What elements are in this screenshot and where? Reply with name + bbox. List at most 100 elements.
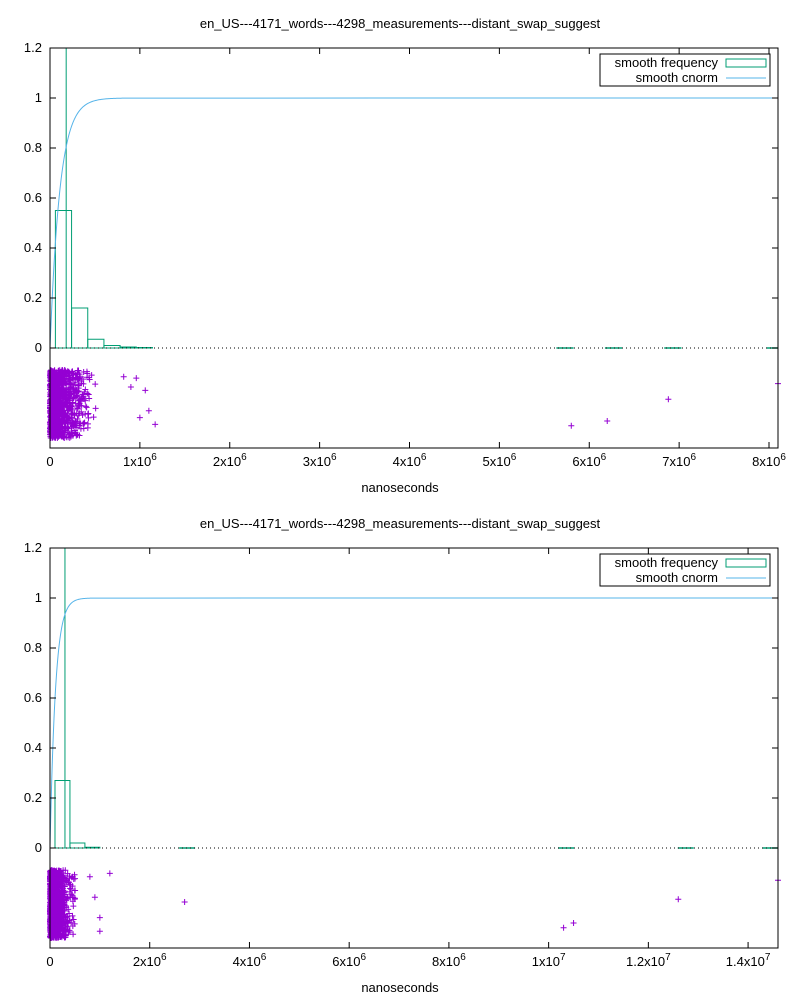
measurement-point xyxy=(50,888,57,895)
y-tick-label: 0.6 xyxy=(24,690,42,705)
x-tick-mantissa: 1.4x10 xyxy=(726,954,765,969)
x-tick-exponent: 6 xyxy=(601,452,607,463)
measurement-point xyxy=(61,888,68,895)
y-tick-label: 0.8 xyxy=(24,140,42,155)
x-axis-label: nanoseconds xyxy=(361,480,439,495)
measurement-point xyxy=(61,367,68,374)
measurement-point xyxy=(70,423,77,430)
x-tick-exponent: 6 xyxy=(331,452,337,463)
measurement-point xyxy=(50,408,57,415)
x-tick-label: 8x106 xyxy=(752,452,786,469)
x-tick-label: 1x107 xyxy=(532,952,566,969)
measurement-point xyxy=(50,904,57,911)
outlier-point xyxy=(127,384,134,390)
x-tick-mantissa: 2x10 xyxy=(213,454,241,469)
measurement-point xyxy=(57,898,64,905)
x-tick-mantissa: 4x10 xyxy=(233,954,261,969)
measurement-point xyxy=(47,917,54,924)
measurement-point xyxy=(58,380,65,387)
measurement-point xyxy=(72,417,79,424)
frequency-bar xyxy=(71,307,89,349)
y-tick-label: 0.4 xyxy=(24,240,42,255)
measurement-point xyxy=(59,899,66,906)
measurement-point xyxy=(51,900,58,907)
measurement-point xyxy=(62,389,69,396)
frequency-bar xyxy=(54,210,73,349)
measurement-point xyxy=(65,394,72,401)
x-tick-exponent: 7 xyxy=(765,952,771,963)
measurement-point xyxy=(67,894,74,901)
measurement-point xyxy=(81,419,88,426)
measurement-point xyxy=(49,395,56,402)
y-tick-label: 0 xyxy=(35,340,42,355)
outlier-point xyxy=(86,873,93,880)
measurement-point xyxy=(56,869,63,876)
y-tick-label: 1 xyxy=(35,90,42,105)
measurement-point xyxy=(64,923,71,930)
legend-label-cnorm: smooth cnorm xyxy=(636,570,718,585)
measurement-point xyxy=(66,388,73,395)
measurement-point xyxy=(66,376,73,383)
measurement-point xyxy=(80,425,87,432)
x-tick-label: 1.4x107 xyxy=(726,952,771,969)
measurement-point xyxy=(68,919,75,926)
x-tick-mantissa: 6x10 xyxy=(572,454,600,469)
x-tick-exponent: 6 xyxy=(460,952,466,963)
x-tick-exponent: 6 xyxy=(690,452,696,463)
measurement-point xyxy=(69,898,76,905)
measurement-point xyxy=(59,417,66,424)
x-tick-exponent: 6 xyxy=(151,452,157,463)
measurement-point xyxy=(90,414,97,421)
measurement-point xyxy=(65,425,72,432)
measurement-point xyxy=(74,405,81,412)
measurement-point xyxy=(63,413,70,420)
x-tick-label: 2x106 xyxy=(133,952,167,969)
measurement-point xyxy=(74,392,81,399)
outlier-point xyxy=(145,407,152,414)
measurement-point xyxy=(71,920,78,927)
legend-label-frequency: smooth frequency xyxy=(615,555,719,570)
measurement-point xyxy=(85,414,92,421)
y-tick-label: 0.2 xyxy=(24,790,42,805)
measurement-point xyxy=(75,401,82,408)
measurement-point xyxy=(80,376,87,383)
y-tick-label: 1 xyxy=(35,590,42,605)
measurement-points xyxy=(47,867,79,941)
measurement-point xyxy=(47,425,54,432)
x-tick-exponent: 6 xyxy=(780,452,786,463)
y-tick-label: 0 xyxy=(35,840,42,855)
frequency-bar xyxy=(664,347,682,349)
measurement-point xyxy=(59,928,66,935)
x-tick-label: 6x106 xyxy=(572,452,606,469)
plot-frame xyxy=(49,547,779,949)
x-tick-exponent: 7 xyxy=(665,952,671,963)
measurement-point xyxy=(64,419,71,426)
measurement-point xyxy=(47,367,54,374)
y-tick-label: 1.2 xyxy=(24,40,42,55)
measurement-point xyxy=(68,370,75,377)
x-tick-label: 4x106 xyxy=(393,452,427,469)
outlier-point xyxy=(675,896,682,903)
measurement-point xyxy=(84,374,91,381)
measurement-point xyxy=(66,430,73,437)
measurement-point xyxy=(64,920,71,927)
measurement-point xyxy=(48,874,55,881)
outlier-point xyxy=(91,894,98,901)
measurement-point xyxy=(73,432,80,439)
frequency-bar xyxy=(604,347,623,349)
x-tick-mantissa: 0 xyxy=(46,454,53,469)
measurement-point xyxy=(66,879,73,886)
measurement-point xyxy=(51,386,58,393)
x-tick-exponent: 6 xyxy=(511,452,517,463)
measurement-point xyxy=(51,400,58,407)
measurement-point xyxy=(55,377,62,384)
measurement-point xyxy=(58,371,65,378)
outlier-point xyxy=(152,421,159,428)
frequency-bar xyxy=(69,842,86,849)
measurement-point xyxy=(65,395,72,402)
measurement-point xyxy=(68,381,75,388)
measurement-point xyxy=(48,934,55,941)
measurement-point xyxy=(63,434,70,441)
frequency-bar xyxy=(179,847,196,849)
x-tick-exponent: 6 xyxy=(360,952,366,963)
